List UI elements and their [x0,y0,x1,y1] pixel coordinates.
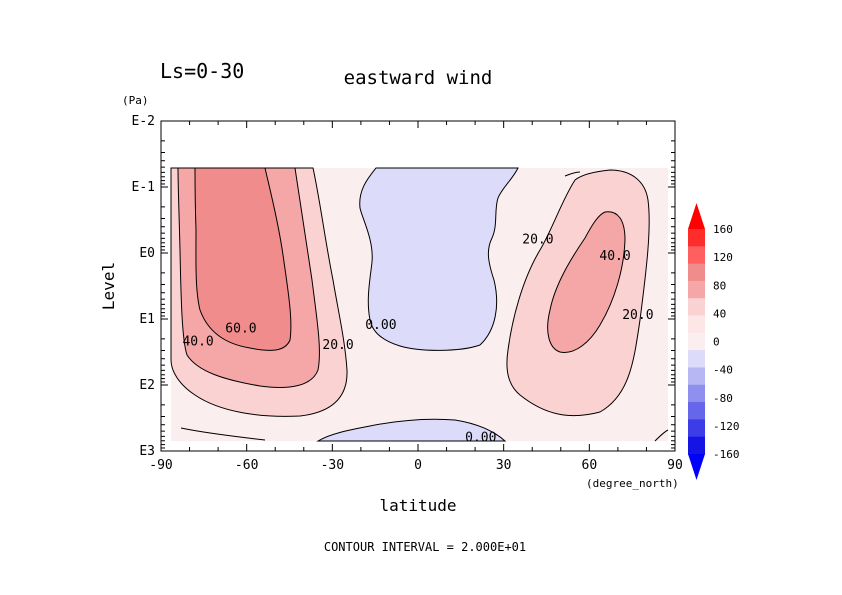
colorbar-label: 120 [713,251,733,264]
colorbar-band [688,315,705,334]
contour-label-7: 20.0 [622,308,653,323]
chart-title: eastward wind [344,67,493,89]
x-tick-label: 30 [496,458,512,473]
colorbar-band [688,298,705,317]
axes-layer: -90 -60 -30 0 30 60 90 E-2 E-1 E0 E1 E2 E3 [132,114,683,473]
season-label: Ls=0-30 [160,59,244,83]
colorbar-band [688,332,705,351]
colorbar-band [688,263,705,282]
fill-nh-40-60 [547,211,626,353]
contour-label-4: 0.00 [465,430,496,445]
y-tick-label: E3 [139,444,155,459]
colorbar-top-triangle [688,203,705,229]
colorbar-label: -40 [713,364,733,377]
contour-edge-a [180,427,266,441]
x-axis-label: latitude [379,496,456,515]
colorbar-label: 0 [713,336,720,349]
y-tick-label: E-2 [132,114,155,129]
y-axis-label: Level [99,262,118,310]
contour-interval-text: CONTOUR INTERVAL = 2.000E+01 [324,540,526,554]
colorbar-band [688,229,705,247]
x-unit-label: (degree_north) [586,477,679,490]
colorbar-band [688,350,705,368]
colorbar-label: 80 [713,279,726,292]
x-tick-label: 90 [667,458,683,473]
colorbar-band [688,280,705,299]
colorbar-band [688,419,705,438]
y-unit-label: (Pa) [122,94,149,107]
colorbar-band [688,402,705,420]
contour-label-1: 40.0 [182,335,213,350]
colorbar-band [688,367,705,386]
y-tick-label: E1 [139,312,155,327]
colorbar-bottom-triangle [688,454,705,480]
contour-fill-layer [170,167,669,442]
colorbar-band [688,246,705,265]
colorbar-label: 160 [713,223,733,236]
colorbar-label: -80 [713,392,733,405]
contour-edge-c [564,171,581,177]
contour-edge-b [654,429,669,442]
colorbar-band [688,436,705,455]
colorbar-label: -120 [713,420,740,433]
colorbar: 160 120 80 40 0 -40 -80 -120 -160 [688,203,740,480]
contour-label-3: 0.00 [365,318,396,333]
contour-label-2: 20.0 [322,338,353,353]
fill-negative-upper [359,167,519,351]
x-tick-label: 60 [582,458,598,473]
colorbar-band [688,384,705,403]
fill-negative-lower [316,418,507,442]
fill-sh-60-80 [194,167,292,351]
x-tick-label: -60 [235,458,258,473]
y-tick-label: E0 [139,246,155,261]
colorbar-label: 40 [713,307,726,320]
x-tick-label: -30 [321,458,344,473]
contour-label-0: 60.0 [225,321,256,336]
x-tick-label: -90 [149,458,172,473]
contour-label-5: 20.0 [522,232,553,247]
contour-labels-layer: 60.0 40.0 20.0 0.00 0.00 20.0 40.0 20.0 [182,232,653,445]
x-tick-label: 0 [414,458,422,473]
y-tick-label: E-1 [132,180,155,195]
colorbar-label: -160 [713,448,740,461]
y-tick-label: E2 [139,378,155,393]
contour-label-6: 40.0 [599,249,630,264]
